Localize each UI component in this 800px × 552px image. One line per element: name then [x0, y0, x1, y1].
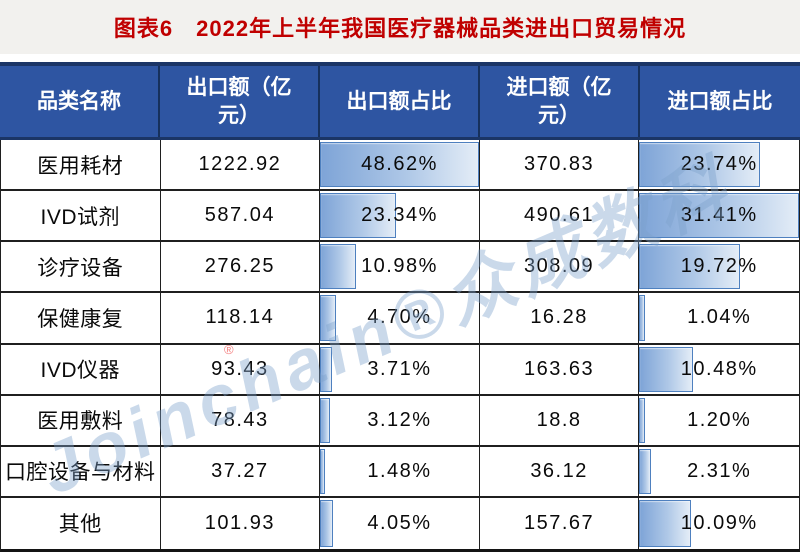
percent-label: 2.31% [687, 459, 752, 482]
cell-export-value: 1222.92 [161, 140, 321, 190]
cell-export-share: 3.12% [320, 395, 480, 445]
cell-category: 口腔设备与材料 [1, 446, 161, 496]
percent-label: 1.04% [687, 306, 752, 329]
databar [639, 142, 761, 188]
cell-category: 医用敷料 [1, 395, 161, 445]
cell-import-share: 23.74% [639, 140, 799, 189]
table-row: 诊疗设备 276.25 10.98% 308.09 19.72% [1, 242, 799, 294]
cell-export-value: 118.14 [161, 293, 321, 343]
percent-label: 10.09% [680, 511, 758, 534]
cell-category: IVD试剂 [1, 191, 161, 241]
cell-export-share: 1.48% [320, 446, 480, 496]
table-row: 医用耗材 1222.92 48.62% 370.83 23.74% [1, 140, 799, 192]
cell-import-share: 10.09% [639, 498, 799, 549]
table-row: IVD仪器 93.43 3.71% 163.63 10.48% [1, 344, 799, 396]
percent-label: 31.41% [680, 204, 758, 227]
header-category: 品类名称 [0, 66, 160, 137]
databar [320, 346, 333, 392]
databar [320, 244, 356, 290]
cell-import-share: 10.48% [639, 345, 799, 394]
table-body: 医用耗材 1222.92 48.62% 370.83 23.74% IVD试剂 587.04… [0, 140, 800, 552]
cell-export-share: 10.98% [320, 242, 480, 292]
cell-export-share: 3.71% [320, 344, 480, 394]
cell-import-value: 157.67 [480, 497, 640, 549]
header-export-share: 出口额占比 [320, 66, 480, 137]
percent-label: 23.34% [361, 204, 438, 227]
percent-label: 4.05% [367, 511, 432, 534]
cell-export-share: 48.62% [320, 140, 480, 190]
header-import-share: 进口额占比 [667, 89, 773, 113]
cell-import-share: 31.41% [639, 191, 799, 240]
table-header-row: 品类名称 出口额（亿 元） 出口额占比 进口额（亿 元） 进口额占比 [0, 62, 800, 140]
databar [320, 499, 334, 547]
table-row: IVD试剂 587.04 23.34% 490.61 31.41% [1, 191, 799, 243]
percent-label: 3.12% [367, 408, 432, 431]
databar [639, 193, 799, 239]
databar [639, 499, 691, 547]
databar [320, 397, 331, 443]
percent-label: 10.48% [680, 357, 758, 380]
percent-label: 1.20% [687, 408, 752, 431]
percent-label: 4.70% [367, 306, 432, 329]
percent-label: 10.98% [361, 255, 438, 278]
cell-import-share: 1.04% [639, 293, 799, 342]
percent-label: 3.71% [367, 357, 432, 380]
cell-import-share: 2.31% [639, 447, 799, 496]
cell-import-value: 490.61 [480, 191, 640, 241]
cell-export-share: 4.05% [320, 497, 480, 549]
table-row: 口腔设备与材料 37.27 1.48% 36.12 2.31% [1, 446, 799, 498]
cell-export-value: 276.25 [161, 242, 321, 292]
title-band: 图表6 2022年上半年我国医疗器械品类进出口贸易情况 [0, 0, 800, 54]
cell-category: IVD仪器 [1, 344, 161, 394]
table-row: 保健康复 118.14 4.70% 16.28 1.04% [1, 293, 799, 345]
cell-category: 医用耗材 [1, 140, 161, 190]
header-import-value: 进口额（亿 元） [480, 66, 640, 137]
databar [320, 295, 336, 341]
cell-export-value: 93.43 [161, 344, 321, 394]
cell-export-value: 101.93 [161, 497, 321, 549]
cell-import-value: 163.63 [480, 344, 640, 394]
cell-export-value: 78.43 [161, 395, 321, 445]
cell-import-value: 36.12 [480, 446, 640, 496]
trade-table: 品类名称 出口额（亿 元） 出口额占比 进口额（亿 元） 进口额占比 医用耗材 1222.… [0, 62, 800, 552]
databar [320, 448, 325, 494]
cell-import-value: 308.09 [480, 242, 640, 292]
databar [320, 142, 479, 188]
cell-import-value: 16.28 [480, 293, 640, 343]
cell-import-share: 19.72% [639, 242, 799, 291]
cell-import-value: 18.8 [480, 395, 640, 445]
cell-export-share: 4.70% [320, 293, 480, 343]
table-row: 医用敷料 78.43 3.12% 18.8 1.20% [1, 395, 799, 447]
cell-export-value: 37.27 [161, 446, 321, 496]
cell-export-share: 23.34% [320, 191, 480, 241]
cell-category: 保健康复 [1, 293, 161, 343]
percent-label: 19.72% [680, 255, 758, 278]
cell-import-value: 370.83 [480, 140, 640, 190]
databar [639, 397, 646, 443]
percent-label: 1.48% [367, 459, 432, 482]
chart-title: 图表6 2022年上半年我国医疗器械品类进出口贸易情况 [113, 16, 687, 41]
cell-category: 其他 [1, 497, 161, 549]
databar [639, 448, 652, 494]
databar [639, 244, 740, 290]
cell-import-share: 1.20% [639, 396, 799, 445]
percent-label: 23.74% [680, 153, 758, 176]
databar [320, 193, 397, 239]
percent-label: 48.62% [361, 153, 438, 176]
table-row: 其他 101.93 4.05% 157.67 10.09% [1, 497, 799, 549]
header-export-value: 出口额（亿 元） [160, 66, 320, 137]
cell-category: 诊疗设备 [1, 242, 161, 292]
cell-export-value: 587.04 [161, 191, 321, 241]
databar [639, 295, 645, 341]
databar [639, 346, 693, 392]
